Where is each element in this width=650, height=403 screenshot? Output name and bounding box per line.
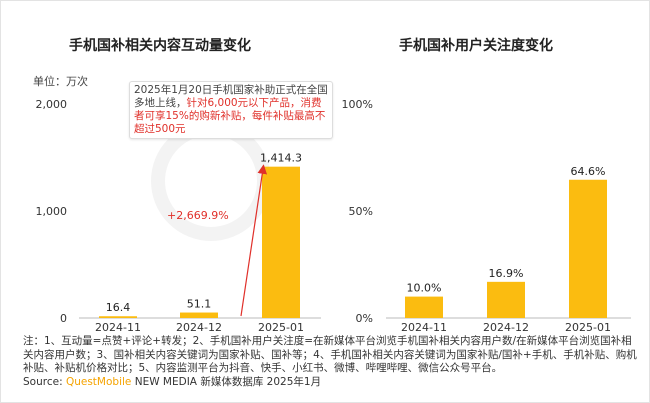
bar-value-label: 16.4 [106, 301, 131, 314]
right-chart-title: 手机国补用户关注度变化 [399, 38, 553, 54]
y-tick-label: 2,000 [36, 98, 68, 111]
bar-value-label: 64.6% [571, 165, 606, 178]
bar-value-label: 16.9% [489, 267, 524, 280]
bar [405, 296, 443, 318]
callout-text: 2025年1月20日手机国家补助正式在全国多地上线， [134, 84, 328, 109]
policy-callout: 2025年1月20日手机国家补助正式在全国多地上线，针对6,000元以下产品，消… [129, 81, 333, 139]
bar [180, 312, 218, 318]
x-tick-label: 2024-12 [483, 321, 529, 334]
x-tick-label: 2024-12 [176, 321, 222, 334]
footer: 注：1、互动量=点赞+评论+转发；2、手机国补用户关注度=在新媒体平台浏览手机国… [23, 335, 639, 389]
bar-value-label: 1,414.3 [260, 152, 302, 165]
growth-arrow [240, 164, 268, 317]
x-tick-label: 2024-11 [95, 321, 141, 334]
left-chart-title: 手机国补相关内容互动量变化 [69, 38, 251, 54]
y-tick-label: 0% [356, 312, 373, 325]
footnotes: 注：1、互动量=点赞+评论+转发；2、手机国补用户关注度=在新媒体平台浏览手机国… [23, 335, 637, 374]
charts-svg: 0 1,000 2,000 16.4 2024-11 51.1 2024-12 1,414.3… [36, 98, 631, 334]
y-tick-label: 0 [60, 312, 67, 325]
bar [99, 316, 137, 318]
source-rest: NEW MEDIA 新媒体数据库 2025年1月 [134, 375, 322, 388]
bar [262, 166, 300, 318]
y-tick-label: 50% [349, 205, 373, 218]
x-tick-label: 2025-01 [565, 321, 611, 334]
bar-value-label: 51.1 [187, 298, 212, 311]
x-tick-label: 2024-11 [401, 321, 447, 334]
bar [487, 281, 525, 318]
growth-label: +2,669.9% [167, 209, 229, 222]
unit-label: 单位：万次 [33, 75, 88, 88]
x-tick-label: 2025-01 [258, 321, 304, 334]
y-tick-label: 1,000 [36, 205, 68, 218]
source-line: Source: QuestMobile NEW MEDIA 新媒体数据库 202… [23, 376, 639, 389]
source-label: Source: [23, 375, 63, 388]
callout-highlight: 针对6,000元以下产品，消费者可享15%的购新补贴，每件补贴最高不超过500元 [134, 97, 326, 135]
bar [569, 179, 607, 318]
y-tick-label: 100% [342, 98, 373, 111]
source-brand: QuestMobile [65, 375, 132, 388]
bar-value-label: 10.0% [407, 282, 442, 295]
